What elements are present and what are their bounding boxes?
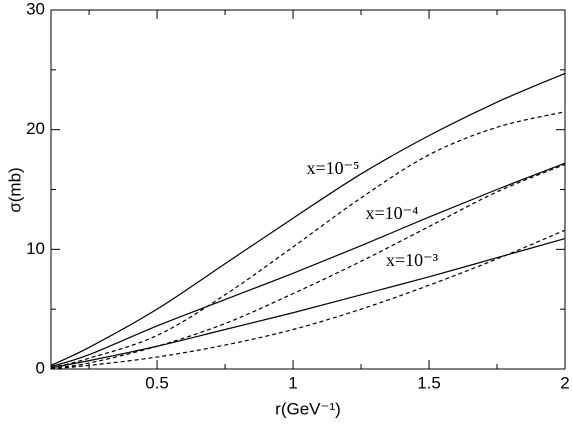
x-tick-label: 2 <box>560 373 569 392</box>
annotation: x=10⁻⁴ <box>366 203 419 223</box>
y-tick-label: 30 <box>26 0 45 18</box>
annotation: x=10⁻⁵ <box>307 158 360 178</box>
line-series <box>50 72 566 366</box>
line-series <box>50 163 566 369</box>
x-axis-label: r(GeV⁻¹) <box>275 399 341 418</box>
plot-frame <box>50 9 566 370</box>
line-series <box>50 229 566 370</box>
y-axis-label: σ(mb) <box>5 167 24 212</box>
x-tick-label: 1 <box>288 373 297 392</box>
x-tick-label: 1.5 <box>417 373 441 392</box>
line-series <box>50 111 566 369</box>
line-series <box>50 162 566 368</box>
x-tick-label: 0.5 <box>145 373 169 392</box>
y-tick-label: 20 <box>26 119 45 138</box>
y-tick-label: 0 <box>36 358 45 377</box>
line-series <box>50 237 566 369</box>
annotation: x=10⁻³ <box>386 250 439 270</box>
y-tick-label: 10 <box>26 239 45 258</box>
